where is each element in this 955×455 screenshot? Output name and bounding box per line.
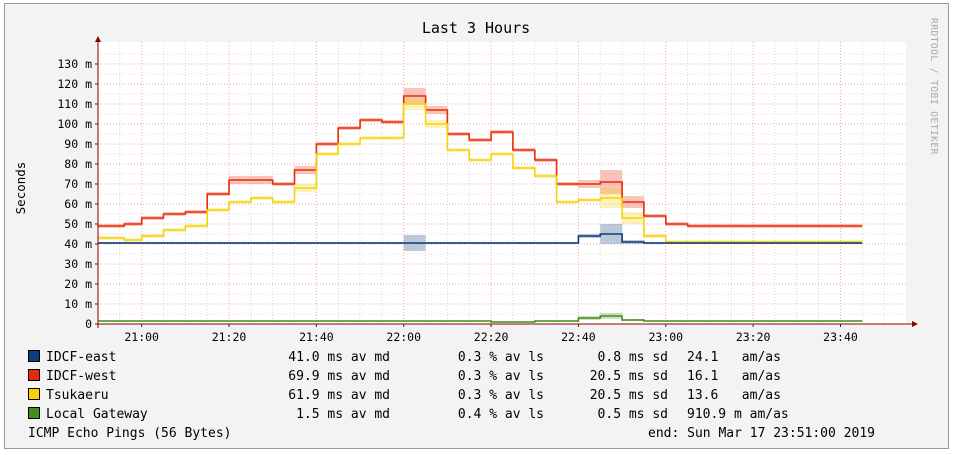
legend-av-md: 69.9 ms av md xyxy=(288,369,390,384)
legend-swatch xyxy=(28,388,40,400)
series-lines xyxy=(98,95,863,323)
y-tick-label: 80 m xyxy=(64,157,92,171)
y-tick-label: 20 m xyxy=(64,277,92,291)
legend-name: IDCF-west xyxy=(46,369,117,384)
x-tick-label: 22:40 xyxy=(561,330,596,344)
x-axis-arrow xyxy=(912,321,918,327)
legend-sd: 20.5 ms sd xyxy=(589,388,668,403)
legend-av-md: 1.5 ms av md xyxy=(296,407,390,422)
y-tick-label: 60 m xyxy=(64,197,92,211)
legend-swatch xyxy=(28,350,40,362)
y-tick-label: 10 m xyxy=(64,297,92,311)
y-tick-label: 0 xyxy=(85,317,92,331)
y-tick-label: 130 m xyxy=(57,57,92,71)
series-line-idcf-east xyxy=(98,233,863,244)
legend-am-as: 13.6 am/as xyxy=(687,388,781,403)
legend-name: Local Gateway xyxy=(46,407,148,422)
legend-am-as: 24.1 am/as xyxy=(687,350,781,365)
legend-av-ls: 0.3 % av ls xyxy=(457,369,544,384)
legend-av-ls: 0.4 % av ls xyxy=(457,407,544,422)
legend-name: Tsukaeru xyxy=(46,388,109,403)
legend-name: IDCF-east xyxy=(46,350,117,365)
legend-row: Local Gateway 1.5 ms av md 0.4 % av ls 0.5 … xyxy=(28,406,928,424)
y-tick-labels: 0 10 m 20 m 30 m 40 m 50 m 60 m 70 m 80 m 90 m 100… xyxy=(57,57,92,331)
legend-av-md: 41.0 ms av md xyxy=(288,350,390,365)
grid xyxy=(98,42,906,324)
legend-swatch xyxy=(28,407,40,419)
legend-sd: 0.5 ms sd xyxy=(597,407,668,422)
legend-sd: 0.8 ms sd xyxy=(597,350,668,365)
y-axis-label: Seconds xyxy=(13,162,28,215)
x-tick-label: 23:40 xyxy=(823,330,858,344)
legend-sd: 20.5 ms sd xyxy=(589,369,668,384)
y-tick-label: 50 m xyxy=(64,217,92,231)
footer-end-time: end: Sun Mar 17 23:51:00 2019 xyxy=(648,426,875,441)
plot-background xyxy=(98,42,906,324)
y-tick-label: 110 m xyxy=(57,97,92,111)
x-tick-label: 23:00 xyxy=(648,330,683,344)
series-line-tsukaeru xyxy=(98,103,863,243)
legend-av-ls: 0.3 % av ls xyxy=(457,350,544,365)
series-line-idcf-west xyxy=(98,95,863,227)
legend-row: IDCF-west 69.9 ms av md 0.3 % av ls 20.5 ms… xyxy=(28,368,928,386)
y-tick-label: 30 m xyxy=(64,257,92,271)
footer-description: ICMP Echo Pings (56 Bytes) xyxy=(28,426,232,441)
axes xyxy=(95,36,918,328)
legend-am-as: 16.1 am/as xyxy=(687,369,781,384)
x-tick-label: 21:00 xyxy=(124,330,159,344)
chart-title: Last 3 Hours xyxy=(422,19,530,37)
y-tick-label: 120 m xyxy=(57,77,92,91)
x-tick-label: 22:20 xyxy=(474,330,509,344)
y-tick-label: 100 m xyxy=(57,117,92,131)
x-tick-label: 22:00 xyxy=(386,330,421,344)
legend-row: IDCF-east 41.0 ms av md 0.3 % av ls 0.8 ms … xyxy=(28,349,928,367)
x-tick-labels: 21:00 21:20 21:40 22:00 22:20 22:40 23:00 23:20… xyxy=(124,330,858,344)
legend-am-as: 910.9 m am/as xyxy=(687,407,789,422)
series-line-local-gateway xyxy=(98,315,863,323)
y-tick-label: 40 m xyxy=(64,237,92,251)
rrdtool-watermark: RRDTOOL / TOBI OETIKER xyxy=(928,18,939,155)
y-tick-label: 70 m xyxy=(64,177,92,191)
legend-av-ls: 0.3 % av ls xyxy=(457,388,544,403)
legend-av-md: 61.9 ms av md xyxy=(288,388,390,403)
legend-swatch xyxy=(28,369,40,381)
x-tick-label: 21:20 xyxy=(212,330,247,344)
y-axis-arrow xyxy=(95,36,101,42)
x-tick-label: 21:40 xyxy=(299,330,334,344)
x-tick-label: 23:20 xyxy=(736,330,771,344)
legend-row: Tsukaeru 61.9 ms av md 0.3 % av ls 20.5 ms … xyxy=(28,387,928,405)
y-tick-label: 90 m xyxy=(64,137,92,151)
